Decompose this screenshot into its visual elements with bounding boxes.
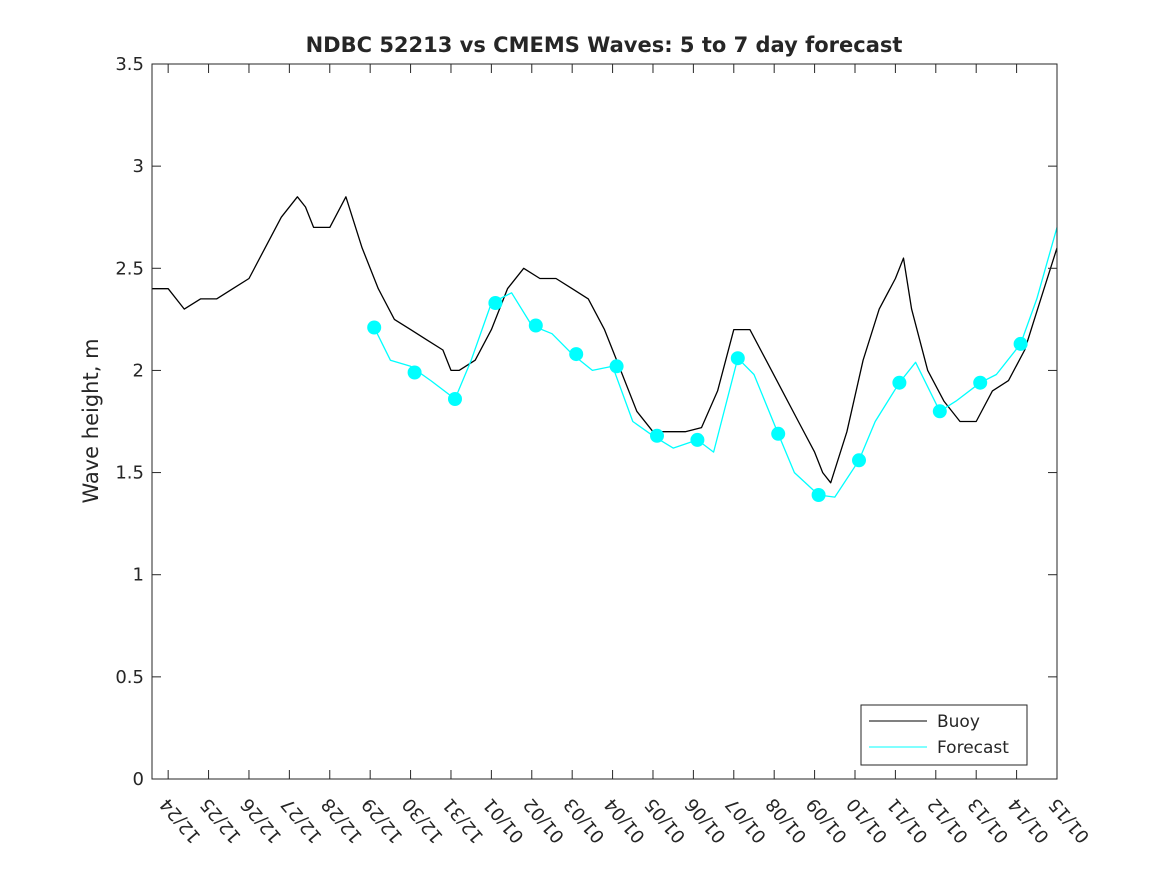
forecast-marker — [448, 392, 462, 406]
y-tick-label: 1 — [133, 565, 144, 586]
legend-box — [860, 704, 1028, 766]
forecast-marker — [852, 453, 866, 468]
y-tick-label: 1.5 — [115, 463, 144, 484]
forecast-marker — [771, 426, 786, 441]
forecast-marker — [1013, 336, 1028, 351]
axes-box — [151, 63, 1058, 780]
forecast-marker — [811, 488, 826, 502]
y-tick-label: 3 — [133, 156, 144, 177]
plot-area — [152, 64, 1057, 779]
y-tick-label: 2 — [133, 360, 144, 381]
forecast-marker — [932, 404, 947, 419]
forecast-marker — [488, 296, 503, 310]
y-tick-label: 3.5 — [115, 54, 144, 75]
forecast-marker — [973, 375, 988, 390]
forecast-marker — [407, 365, 422, 380]
series-line-buoy — [152, 196, 1058, 484]
forecast-marker — [367, 320, 382, 335]
forecast-marker — [528, 318, 543, 333]
legend-buoy-label: Buoy — [937, 712, 980, 732]
y-tick-label: 0 — [133, 769, 144, 790]
y-tick-label: 0.5 — [115, 667, 144, 688]
forecast-marker — [650, 428, 664, 443]
y-tick-label: 2.5 — [115, 258, 144, 279]
forecast-marker — [609, 359, 624, 374]
forecast-marker — [569, 347, 584, 362]
legend-forecast-label: Forecast — [937, 738, 1009, 758]
forecast-marker — [690, 432, 705, 447]
forecast-marker — [730, 351, 745, 366]
forecast-marker — [892, 375, 907, 390]
forecast-marker-layer — [367, 296, 1028, 502]
chart-title: NDBC 52213 vs CMEMS Waves: 5 to 7 day fo… — [306, 33, 903, 57]
y-axis-label: Wave height, m — [79, 338, 103, 503]
legend: Buoy Forecast — [860, 704, 1028, 766]
